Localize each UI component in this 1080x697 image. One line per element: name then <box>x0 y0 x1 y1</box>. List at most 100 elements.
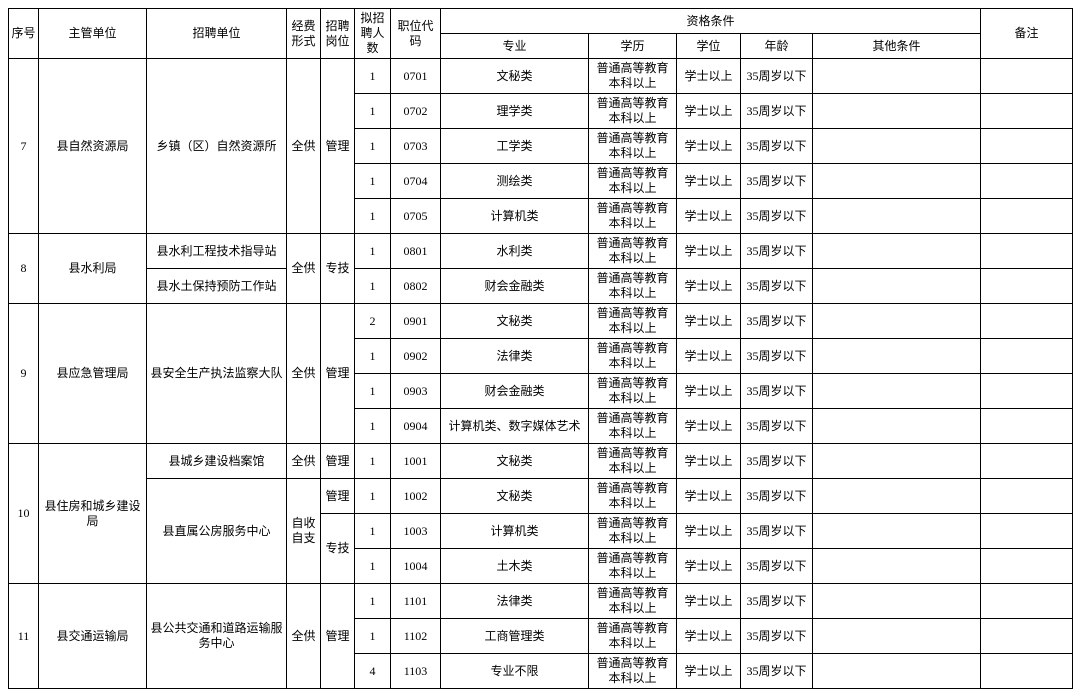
cell-note <box>981 584 1073 619</box>
cell-other <box>813 584 981 619</box>
cell-fund: 全供 <box>287 584 321 689</box>
cell-age: 35周岁以下 <box>741 444 813 479</box>
cell-num: 1 <box>355 234 391 269</box>
cell-deg: 学士以上 <box>677 444 741 479</box>
cell-num: 1 <box>355 479 391 514</box>
cell-edu: 普通高等教育本科以上 <box>589 444 677 479</box>
cell-edu: 普通高等教育本科以上 <box>589 234 677 269</box>
table-row: 10 县住房和城乡建设局 县城乡建设档案馆 全供 管理 1 1001 文秘类 普… <box>9 444 1073 479</box>
cell-note <box>981 654 1073 689</box>
cell-edu: 普通高等教育本科以上 <box>589 304 677 339</box>
cell-note <box>981 339 1073 374</box>
cell-note <box>981 619 1073 654</box>
cell-deg: 学士以上 <box>677 584 741 619</box>
cell-other <box>813 94 981 129</box>
cell-other <box>813 654 981 689</box>
cell-code: 0704 <box>391 164 441 199</box>
cell-code: 1101 <box>391 584 441 619</box>
cell-major: 工商管理类 <box>441 619 589 654</box>
cell-other <box>813 514 981 549</box>
cell-unit: 县水土保持预防工作站 <box>147 269 287 304</box>
cell-edu: 普通高等教育本科以上 <box>589 479 677 514</box>
cell-dept: 县交通运输局 <box>39 584 147 689</box>
cell-post: 专技 <box>321 234 355 304</box>
cell-note <box>981 479 1073 514</box>
cell-age: 35周岁以下 <box>741 409 813 444</box>
cell-deg: 学士以上 <box>677 409 741 444</box>
cell-note <box>981 549 1073 584</box>
cell-code: 0902 <box>391 339 441 374</box>
cell-note <box>981 409 1073 444</box>
th-fund: 经费形式 <box>287 9 321 59</box>
cell-deg: 学士以上 <box>677 339 741 374</box>
cell-deg: 学士以上 <box>677 654 741 689</box>
cell-edu: 普通高等教育本科以上 <box>589 339 677 374</box>
cell-other <box>813 199 981 234</box>
cell-deg: 学士以上 <box>677 374 741 409</box>
cell-age: 35周岁以下 <box>741 374 813 409</box>
cell-note <box>981 269 1073 304</box>
cell-num: 1 <box>355 199 391 234</box>
table-row: 9 县应急管理局 县安全生产执法监察大队 全供 管理 2 0901 文秘类 普通… <box>9 304 1073 339</box>
cell-age: 35周岁以下 <box>741 59 813 94</box>
th-seq: 序号 <box>9 9 39 59</box>
th-other: 其他条件 <box>813 34 981 59</box>
cell-post: 管理 <box>321 584 355 689</box>
cell-num: 4 <box>355 654 391 689</box>
cell-deg: 学士以上 <box>677 269 741 304</box>
cell-major: 工学类 <box>441 129 589 164</box>
cell-fund: 自收自支 <box>287 479 321 584</box>
cell-deg: 学士以上 <box>677 94 741 129</box>
cell-num: 1 <box>355 584 391 619</box>
cell-other <box>813 234 981 269</box>
th-major: 专业 <box>441 34 589 59</box>
cell-age: 35周岁以下 <box>741 549 813 584</box>
cell-fund: 全供 <box>287 444 321 479</box>
cell-code: 0801 <box>391 234 441 269</box>
th-deg: 学位 <box>677 34 741 59</box>
cell-note <box>981 94 1073 129</box>
cell-other <box>813 269 981 304</box>
cell-note <box>981 304 1073 339</box>
cell-edu: 普通高等教育本科以上 <box>589 514 677 549</box>
cell-edu: 普通高等教育本科以上 <box>589 59 677 94</box>
th-qual: 资格条件 <box>441 9 981 34</box>
cell-code: 0701 <box>391 59 441 94</box>
cell-code: 0705 <box>391 199 441 234</box>
cell-other <box>813 164 981 199</box>
cell-dept: 县自然资源局 <box>39 59 147 234</box>
cell-num: 1 <box>355 59 391 94</box>
cell-edu: 普通高等教育本科以上 <box>589 374 677 409</box>
cell-code: 0703 <box>391 129 441 164</box>
cell-other <box>813 444 981 479</box>
cell-note <box>981 199 1073 234</box>
cell-code: 1003 <box>391 514 441 549</box>
cell-unit: 县安全生产执法监察大队 <box>147 304 287 444</box>
cell-unit: 乡镇（区）自然资源所 <box>147 59 287 234</box>
cell-post: 管理 <box>321 444 355 479</box>
cell-other <box>813 409 981 444</box>
cell-code: 0802 <box>391 269 441 304</box>
cell-num: 1 <box>355 374 391 409</box>
cell-deg: 学士以上 <box>677 234 741 269</box>
cell-post: 管理 <box>321 479 355 514</box>
cell-other <box>813 59 981 94</box>
cell-edu: 普通高等教育本科以上 <box>589 199 677 234</box>
cell-other <box>813 479 981 514</box>
cell-seq: 10 <box>9 444 39 584</box>
cell-other <box>813 549 981 584</box>
cell-note <box>981 444 1073 479</box>
cell-age: 35周岁以下 <box>741 129 813 164</box>
cell-major: 财会金融类 <box>441 269 589 304</box>
th-code: 职位代码 <box>391 9 441 59</box>
table-row: 县水土保持预防工作站 1 0802 财会金融类 普通高等教育本科以上 学士以上 … <box>9 269 1073 304</box>
cell-code: 0901 <box>391 304 441 339</box>
cell-deg: 学士以上 <box>677 479 741 514</box>
cell-dept: 县应急管理局 <box>39 304 147 444</box>
cell-note <box>981 129 1073 164</box>
cell-seq: 9 <box>9 304 39 444</box>
th-unit: 招聘单位 <box>147 9 287 59</box>
cell-num: 1 <box>355 619 391 654</box>
cell-num: 1 <box>355 514 391 549</box>
cell-edu: 普通高等教育本科以上 <box>589 269 677 304</box>
